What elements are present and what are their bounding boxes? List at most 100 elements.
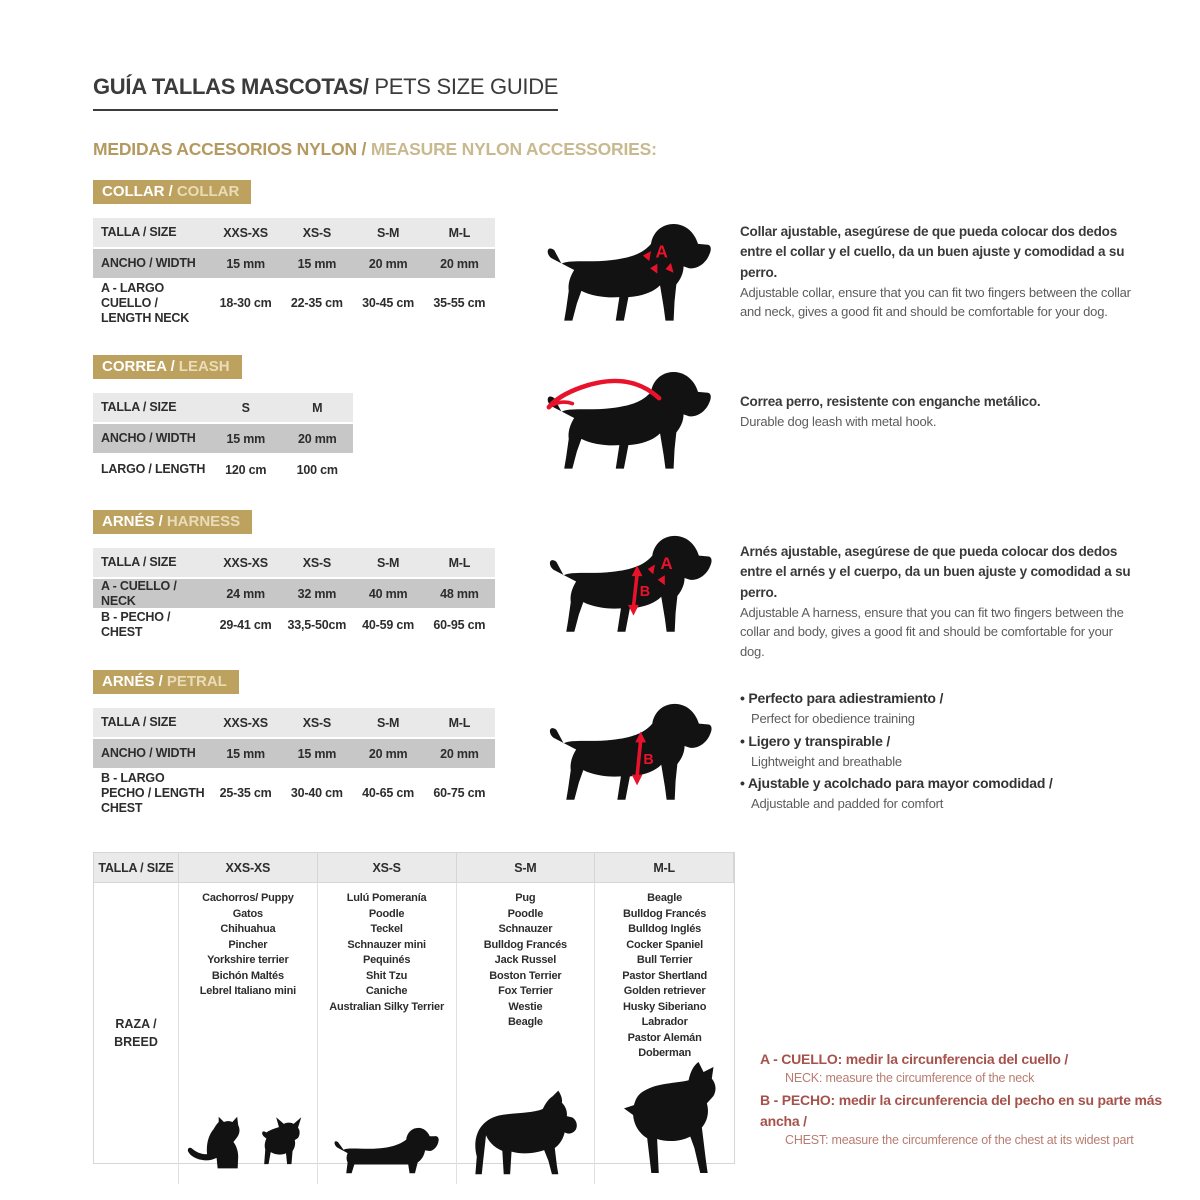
page-subtitle-es: MEDIDAS ACCESORIOS NYLON /: [93, 139, 367, 159]
table-header-cell: M-L: [448, 225, 471, 240]
table-row: A - CUELLO / NECK 24 mm 32 mm 40 mm 48 m…: [93, 579, 495, 608]
breed-item: Pastor Shertland: [622, 969, 708, 982]
breed-item: Fox Terrier: [498, 985, 553, 997]
note-chest-es: B - PECHO: medir la circunferencia del p…: [760, 1092, 1162, 1129]
table-row: ANCHO / WIDTH 15 mm 15 mm 20 mm 20 mm: [93, 739, 495, 768]
measuring-notes: A - CUELLO: medir la circunferencia del …: [760, 1049, 1190, 1152]
breed-item: Cocker Spaniel: [626, 938, 703, 951]
table-cell: 15 mm: [226, 256, 265, 271]
table-header-cell: S-M: [376, 555, 400, 570]
dog-collar-illustration: A: [535, 214, 720, 327]
dachshund-silhouette-icon: [334, 1127, 439, 1173]
table-cell: 35-55 cm: [433, 296, 486, 310]
breed-item: Pastor Alemán: [627, 1031, 702, 1044]
breed-silhouettes: [328, 1114, 446, 1178]
harness-size-table: TALLA / SIZE XXS-XS XS-S S-M M-L A - CUE…: [93, 548, 495, 641]
table-row-label: LARGO / LENGTH: [101, 462, 206, 476]
petral-bullet-en: Adjustable and padded for comfort: [751, 796, 944, 812]
table-cell: 15 mm: [226, 431, 266, 446]
note-neck-en: NECK: measure the circumference of the n…: [785, 1071, 1035, 1086]
table-header-cell: S-M: [376, 715, 400, 730]
harness-badge-en: HARNESS: [166, 513, 241, 530]
table-row: B - LARGO PECHO / LENGTH CHEST 25-35 cm …: [93, 770, 495, 816]
table-row: B - PECHO / CHEST 29-41 cm 33,5-50cm 40-…: [93, 610, 495, 639]
breed-item: Doberman: [638, 1047, 692, 1059]
breed-item: Yorkshire terrier: [207, 954, 289, 966]
breed-silhouettes: [609, 1061, 721, 1178]
table-row: LARGO / LENGTH 120 cm 100 cm: [93, 455, 353, 484]
table-cell: 20 mm: [368, 746, 408, 761]
breed-item: Cachorros/ Puppy: [202, 892, 294, 904]
breed-list: Pug Poodle Schnauzer Bulldog Francés Jack Ru…: [484, 891, 567, 1031]
table-header-cell: M-L: [595, 853, 734, 883]
dog-silhouette-icon: A: [547, 223, 711, 321]
leash-badge-en: LEASH: [178, 358, 230, 375]
table-cell: 15 mm: [297, 746, 337, 761]
table-row-label: ANCHO / WIDTH: [101, 746, 196, 760]
petral-marker-b: B: [643, 752, 653, 768]
petral-feature-list: Perfecto para adiestramiento / Perfect f…: [740, 687, 1140, 815]
table-row-label: B - PECHO / CHEST: [101, 609, 171, 639]
doberman-silhouette-icon: [623, 1061, 716, 1173]
table-cell: 24 mm: [226, 586, 265, 601]
harness-arrow-icon: [647, 564, 655, 575]
breed-item: Labrador: [641, 1016, 688, 1028]
harness-measure-line-icon: [631, 572, 639, 609]
breed-list: Cachorros/ Puppy Gatos Chihuahua Pincher Yor…: [200, 891, 296, 1000]
table-cell: 15 mm: [226, 746, 265, 761]
breed-row-label: RAZA / BREED: [94, 883, 179, 1184]
table-row-label: A - LARGO CUELLO / LENGTH NECK: [101, 280, 190, 325]
breed-cell-s-m: Pug Poodle Schnauzer Bulldog Francés Jack Ru…: [457, 883, 596, 1184]
table-header-cell: XS-S: [317, 853, 457, 883]
breed-item: Poodle: [368, 907, 405, 920]
breed-item: Boston Terrier: [489, 969, 562, 982]
table-cell: 100 cm: [296, 462, 338, 477]
harness-arrow-icon: [628, 604, 639, 616]
table-header-cell: XS-S: [302, 715, 332, 730]
harness-description-en: Adjustable A harness, ensure that you ca…: [740, 604, 1124, 659]
page-subtitle-en: MEASURE NYLON ACCESSORIES:: [370, 139, 657, 159]
collar-description-en: Adjustable collar, ensure that you can f…: [740, 284, 1131, 320]
table-header-cell: TALLA / SIZE: [101, 225, 177, 239]
table-header-cell: XS-S: [302, 555, 332, 570]
table-header-cell: XXS-XS: [223, 225, 268, 240]
table-cell: 60-95 cm: [433, 617, 486, 632]
petral-bullet-en: Lightweight and breathable: [751, 753, 902, 769]
breed-size-table: TALLA / SIZE XXS-XS XS-S S-M M-L RAZA / …: [93, 852, 735, 1184]
collar-marker-a: A: [656, 241, 668, 261]
leash-description-es: Correa perro, resistente con enganche me…: [740, 394, 1041, 409]
petral-arrow-icon: [635, 731, 647, 743]
breed-cell-xs-s: Lulú Pomeranía Poodle Teckel Schnauzer mini…: [318, 883, 457, 1184]
dog-harness-illustration: A B: [538, 526, 720, 638]
table-header-cell: TALLA / SIZE: [101, 400, 177, 414]
breed-item: Bulldog Francés: [483, 938, 567, 951]
table-cell: 40-59 cm: [362, 617, 415, 632]
dog-leash-illustration: [535, 362, 720, 475]
table-cell: 22-35 cm: [290, 296, 343, 310]
table-cell: 20 mm: [440, 256, 479, 271]
petral-arrow-icon: [631, 774, 643, 786]
table-header-cell: XXS-XS: [223, 555, 268, 570]
breed-item: Shit Tzu: [366, 969, 408, 982]
table-row: ANCHO / WIDTH 15 mm 15 mm 20 mm 20 mm: [93, 249, 495, 278]
table-header-cell: TALLA / SIZE: [94, 853, 179, 883]
table-cell: 25-35 cm: [219, 786, 272, 800]
table-header-row: TALLA / SIZE XXS-XS XS-S S-M M-L: [93, 218, 495, 247]
table-header-row: TALLA / SIZE XXS-XS XS-S S-M M-L: [93, 548, 495, 577]
petral-badge-en: PETRAL: [166, 673, 227, 690]
petral-measure-line-icon: [635, 738, 643, 779]
petral-bullet-en: Perfect for obedience training: [751, 711, 915, 727]
page-title-es: GUÍA TALLAS MASCOTAS/: [93, 74, 369, 99]
breed-item: Lulú Pomeranía: [346, 892, 427, 904]
table-header-row: TALLA / SIZE S M: [93, 393, 353, 422]
table-cell: 32 mm: [297, 586, 337, 601]
petral-section-badge: ARNÉS / PETRAL: [93, 670, 239, 694]
breed-item: Pequinés: [362, 954, 411, 966]
dog-petral-illustration: B: [538, 694, 720, 806]
table-header-cell: XXS-XS: [223, 715, 268, 730]
breed-item: Teckel: [370, 923, 403, 935]
dog-silhouette-icon: B: [549, 703, 712, 800]
collar-arrow-icon: [665, 262, 674, 273]
collar-size-table: TALLA / SIZE XXS-XS XS-S S-M M-L ANCHO /…: [93, 218, 495, 328]
